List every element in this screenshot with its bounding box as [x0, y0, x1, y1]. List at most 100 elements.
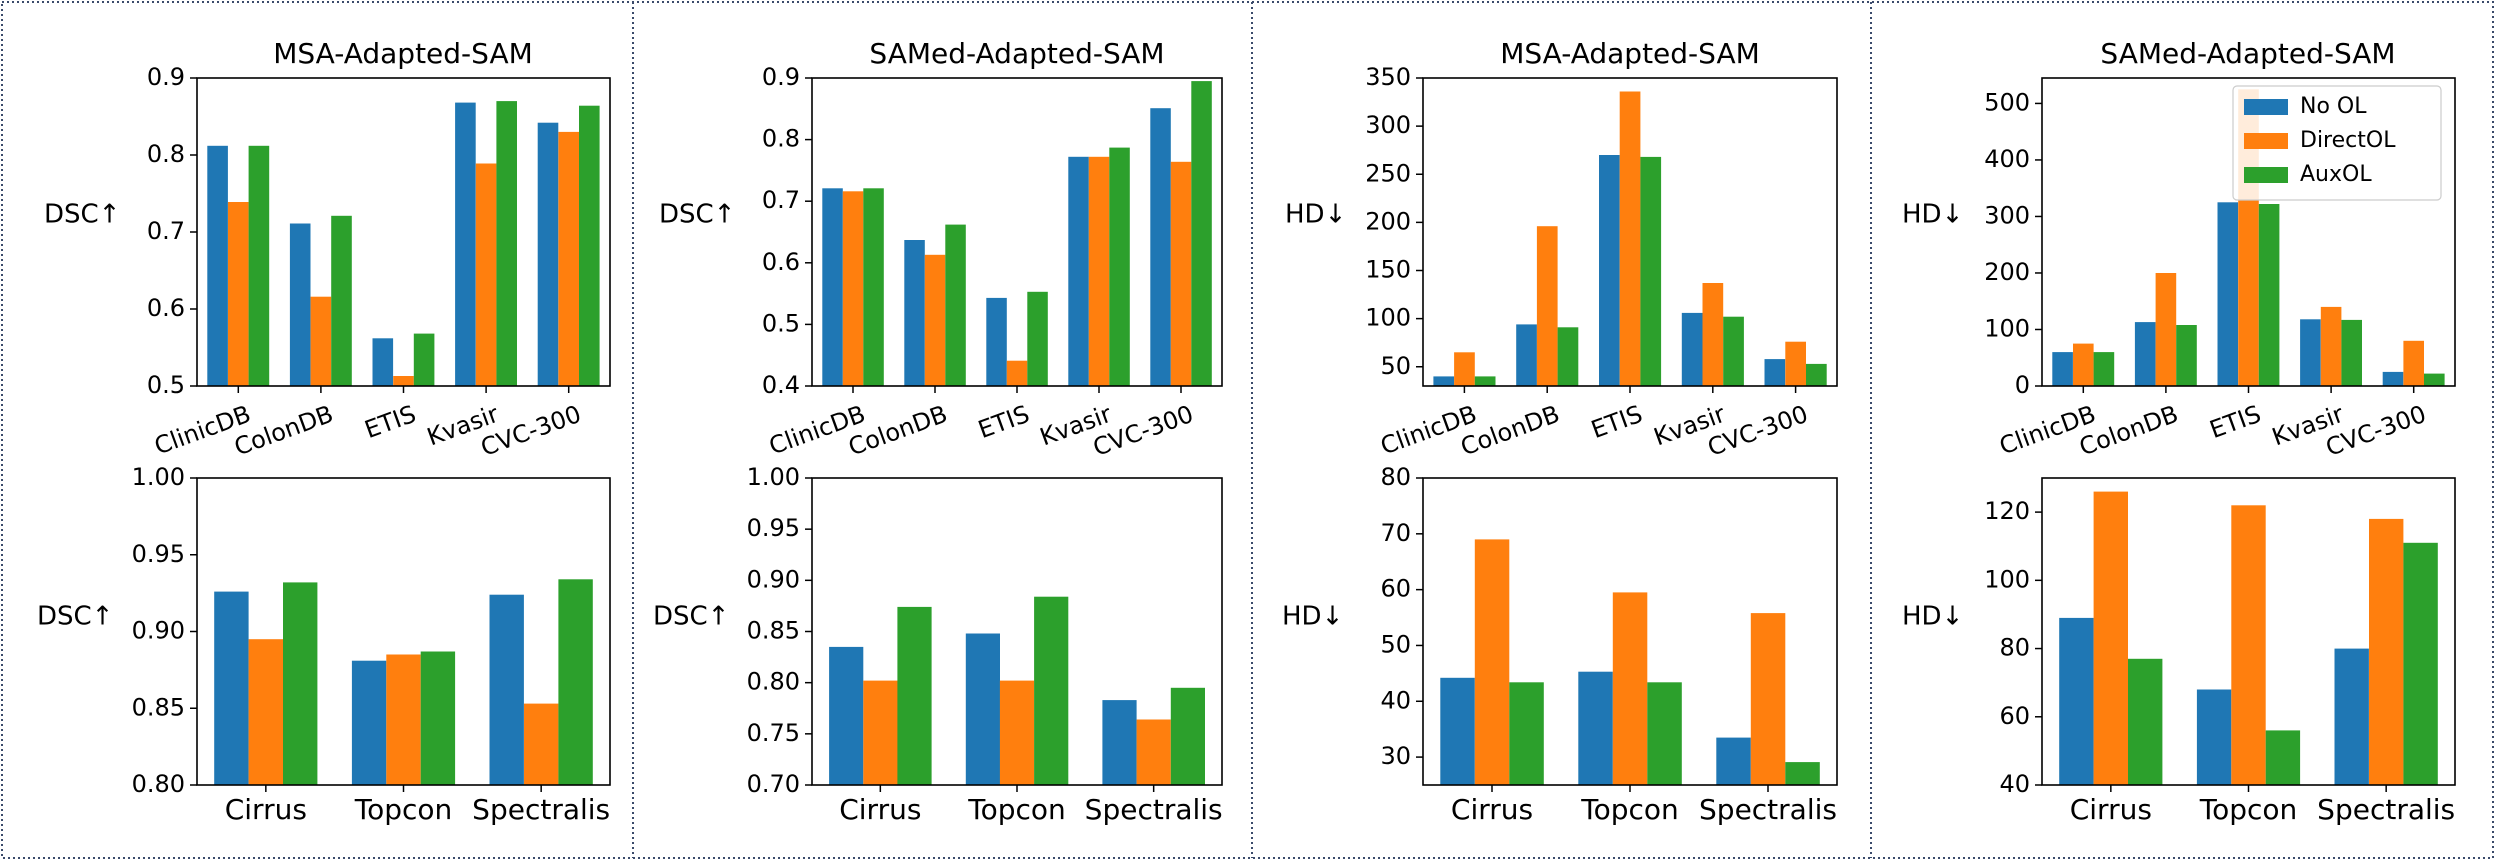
bar-directol — [524, 703, 559, 785]
chart-title: SAMed-Adapted-SAM — [2100, 37, 2395, 70]
bar-no-ol — [822, 188, 843, 386]
y-tick-label: 0.6 — [147, 294, 185, 322]
y-tick-label: 0.80 — [132, 770, 185, 798]
bar-auxol — [283, 582, 318, 785]
bar-directol — [310, 296, 332, 386]
y-axis-label: HD↓ — [1282, 602, 1343, 632]
bar-no-ol — [2134, 322, 2156, 386]
bar-directol — [1088, 156, 1110, 386]
bar-no-ol — [289, 223, 311, 386]
bar-directol — [924, 254, 946, 386]
bar-no-ol — [904, 240, 925, 386]
y-axis-label: HD↓ — [1902, 602, 1963, 632]
bar-auxol — [2128, 658, 2163, 785]
bar-no-ol — [2059, 617, 2094, 785]
legend-swatch — [2244, 99, 2288, 115]
x-tick-label: Cirrus — [1451, 793, 1533, 826]
bar-directol — [1612, 592, 1648, 785]
bar-directol — [2073, 343, 2094, 386]
chart-panel-p6: DSC↑ 0.70 0.75 0.80 0.85 0.90 0.95 1.00 Cirrus To… — [653, 463, 1223, 826]
y-tick-label: 0.5 — [147, 371, 185, 399]
bar-no-ol — [351, 660, 387, 785]
x-tick-label: Cirrus — [2070, 793, 2152, 826]
bar-no-ol — [1764, 359, 1786, 386]
chart-panel-p7: HD↓ 30 40 50 60 70 80 Cirrus Topcon Spectralis — [1282, 463, 1838, 826]
bar-no-ol — [1068, 156, 1089, 386]
bar-auxol — [2265, 730, 2301, 785]
bar-no-ol — [2334, 648, 2369, 785]
bar-no-ol — [1433, 376, 1455, 386]
bar-auxol — [1191, 81, 1212, 386]
bar-auxol — [413, 333, 435, 386]
y-tick-label: 0.85 — [747, 617, 800, 645]
x-tick-label: Spectralis — [2317, 793, 2455, 826]
bar-no-ol — [1599, 155, 1620, 386]
bar-auxol — [1474, 376, 1496, 386]
y-tick-label: 150 — [1365, 256, 1411, 284]
bar-directol — [2403, 340, 2424, 386]
y-tick-label: 50 — [1380, 352, 1411, 380]
y-axis-label: DSC↑ — [653, 602, 729, 632]
y-tick-label: 60 — [1380, 575, 1411, 603]
bar-auxol — [2176, 325, 2197, 386]
bar-no-ol — [1578, 671, 1613, 785]
y-tick-label: 80 — [1999, 634, 2030, 662]
y-tick-label: 0.4 — [762, 371, 800, 399]
x-tick-label: Topcon — [1580, 793, 1679, 826]
y-axis-label: HD↓ — [1285, 200, 1346, 230]
bar-directol — [2369, 518, 2404, 785]
y-tick-label: 250 — [1365, 159, 1411, 187]
bar-auxol — [897, 606, 932, 785]
y-tick-label: 1.00 — [747, 463, 800, 491]
bar-no-ol — [1440, 677, 1475, 785]
y-tick-label: 0.70 — [747, 770, 800, 798]
legend-label: No OL — [2300, 94, 2367, 119]
y-tick-label: 50 — [1380, 630, 1411, 658]
y-tick-label: 0.90 — [132, 617, 185, 645]
bar-no-ol — [2300, 319, 2321, 386]
y-tick-label: 80 — [1380, 463, 1411, 491]
bar-directol — [1454, 352, 1475, 386]
bar-auxol — [2403, 542, 2438, 785]
chart-title: SAMed-Adapted-SAM — [869, 37, 1164, 70]
bar-directol — [842, 191, 864, 386]
bar-directol — [1474, 539, 1510, 785]
x-tick-label: Spectralis — [472, 793, 610, 826]
bar-directol — [1136, 719, 1171, 785]
bar-no-ol — [986, 297, 1007, 386]
bar-directol — [2093, 491, 2128, 785]
chart-panel-p5: DSC↑ 0.80 0.85 0.90 0.95 1.00 Cirrus Topcon Spec… — [37, 463, 611, 826]
bar-auxol — [1509, 682, 1544, 785]
bar-directol — [1750, 613, 1786, 785]
y-tick-label: 400 — [1984, 145, 2030, 173]
y-tick-label: 0.8 — [762, 125, 800, 153]
x-tick-label: Topcon — [354, 793, 453, 826]
y-tick-label: 40 — [1999, 770, 2030, 798]
bar-auxol — [420, 651, 456, 785]
y-tick-label: 0.8 — [147, 140, 185, 168]
y-tick-label: 100 — [1984, 314, 2030, 342]
y-tick-label: 0 — [2015, 371, 2030, 399]
y-tick-label: 200 — [1365, 207, 1411, 235]
bar-no-ol — [489, 594, 524, 785]
y-tick-label: 300 — [1984, 201, 2030, 229]
x-tick-label: ETIS — [361, 400, 420, 444]
y-tick-label: 0.95 — [747, 514, 800, 542]
y-tick-label: 0.85 — [132, 693, 185, 721]
x-tick-label: Topcon — [967, 793, 1066, 826]
y-axis-label: DSC↑ — [37, 602, 113, 632]
bar-no-ol — [372, 338, 394, 386]
y-tick-label: 0.90 — [747, 565, 800, 593]
y-tick-label: 0.75 — [747, 719, 800, 747]
bar-auxol — [496, 101, 517, 386]
bar-no-ol — [2382, 371, 2404, 386]
y-tick-label: 500 — [1984, 88, 2030, 116]
chart-panel-p3: MSA-Adapted-SAMHD↓50100150200250300350Cl… — [1285, 37, 1838, 462]
y-tick-label: 60 — [1999, 702, 2030, 730]
x-tick-label: Cirrus — [839, 793, 921, 826]
bar-no-ol — [207, 145, 228, 386]
bar-auxol — [248, 145, 270, 386]
y-tick-label: 0.9 — [147, 63, 185, 91]
bar-no-ol — [214, 591, 249, 785]
